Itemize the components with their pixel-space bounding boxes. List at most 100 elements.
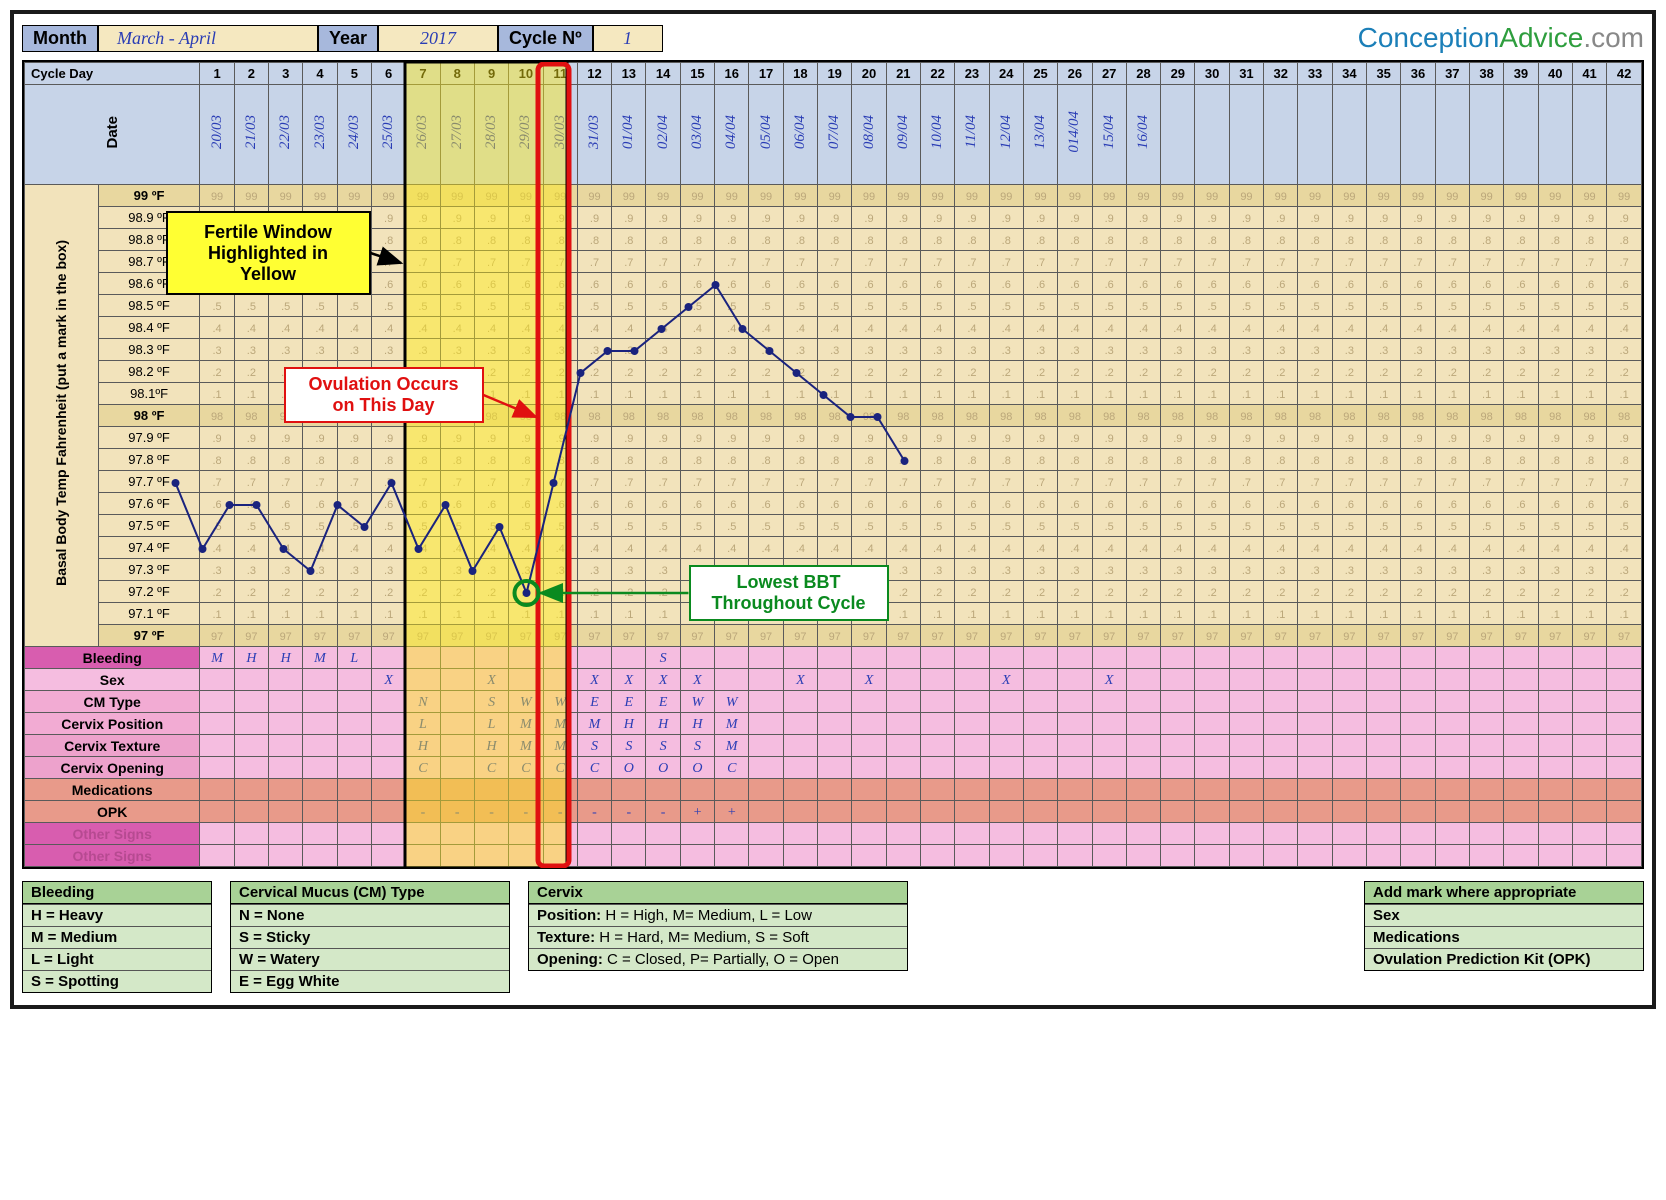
track-cell <box>886 735 920 757</box>
temp-cell: .4 <box>1607 317 1642 339</box>
temp-cell: .6 <box>818 273 852 295</box>
track-cell: S <box>474 691 508 713</box>
temp-cell: .8 <box>406 449 440 471</box>
track-cell <box>337 735 371 757</box>
temp-cell: .3 <box>440 339 474 361</box>
temp-cell: .4 <box>1058 317 1092 339</box>
temp-cell: .8 <box>234 449 268 471</box>
temp-cell: .9 <box>818 207 852 229</box>
temp-cell: .4 <box>1401 317 1435 339</box>
temp-cell: .3 <box>577 559 611 581</box>
temp-cell: .6 <box>1229 273 1263 295</box>
temp-cell: .4 <box>852 537 886 559</box>
temp-cell: .8 <box>200 449 234 471</box>
track-cell <box>1435 735 1469 757</box>
temp-cell: .9 <box>1092 427 1126 449</box>
temp-cell: .1 <box>1161 603 1195 625</box>
track-cell <box>234 713 268 735</box>
track-label: Sex <box>25 669 200 691</box>
temp-cell: .8 <box>612 229 646 251</box>
track-cell: M <box>200 647 234 669</box>
temp-cell: .5 <box>509 295 543 317</box>
temp-cell: 99 <box>1572 185 1606 207</box>
temp-cell: .8 <box>783 449 817 471</box>
temp-cell: .9 <box>1092 207 1126 229</box>
temp-cell: .5 <box>474 515 508 537</box>
temp-cell: .7 <box>577 251 611 273</box>
temp-cell: 99 <box>371 185 405 207</box>
temp-cell: .8 <box>749 449 783 471</box>
temp-row-label: 98 ºF <box>98 405 200 427</box>
temp-row-label: 98.1ºF <box>98 383 200 405</box>
temp-cell: .6 <box>234 493 268 515</box>
track-cell <box>509 845 543 867</box>
temp-cell: .7 <box>1298 471 1332 493</box>
track-cell <box>1092 757 1126 779</box>
temp-cell: .4 <box>1572 317 1606 339</box>
track-cell: W <box>715 691 749 713</box>
temp-cell: .8 <box>1332 229 1366 251</box>
temp-cell: .6 <box>234 273 268 295</box>
temp-cell: .5 <box>1538 515 1572 537</box>
track-cell <box>749 735 783 757</box>
temp-cell: .3 <box>715 559 749 581</box>
track-cell <box>1195 801 1229 823</box>
temp-cell: .7 <box>543 471 577 493</box>
temp-cell: .8 <box>1058 449 1092 471</box>
temp-cell: .5 <box>1126 295 1160 317</box>
track-cell: H <box>234 647 268 669</box>
temp-cell: .5 <box>989 515 1023 537</box>
temp-cell: 98 <box>406 405 440 427</box>
track-cell <box>1572 735 1606 757</box>
temp-cell: .1 <box>1607 603 1642 625</box>
temp-cell: .3 <box>234 559 268 581</box>
temp-cell: .6 <box>920 273 954 295</box>
track-cell <box>1161 669 1195 691</box>
date-cell: 13/04 <box>1023 85 1057 185</box>
track-cell <box>1504 691 1538 713</box>
temp-cell: 97 <box>1058 625 1092 647</box>
track-cell <box>303 735 337 757</box>
temp-cell: .3 <box>1298 559 1332 581</box>
temp-cell: .2 <box>1435 361 1469 383</box>
track-cell: W <box>680 691 714 713</box>
temp-row-label: 98.5 ºF <box>98 295 200 317</box>
temp-cell: .2 <box>1264 361 1298 383</box>
temp-cell: .5 <box>1504 295 1538 317</box>
track-cell <box>1367 647 1401 669</box>
track-cell <box>886 823 920 845</box>
temp-cell: 98 <box>612 405 646 427</box>
track-cell <box>1572 713 1606 735</box>
temp-cell: .5 <box>1229 515 1263 537</box>
temp-cell: .2 <box>303 361 337 383</box>
temp-cell: .6 <box>1401 493 1435 515</box>
temp-cell: .4 <box>1607 537 1642 559</box>
temp-cell: .4 <box>1504 537 1538 559</box>
temp-cell: .2 <box>1401 361 1435 383</box>
track-cell <box>818 691 852 713</box>
temp-cell: .9 <box>852 207 886 229</box>
temp-cell: .1 <box>852 383 886 405</box>
cycle-day-cell: 2 <box>234 63 268 85</box>
temp-cell: .9 <box>1572 427 1606 449</box>
temp-cell: .9 <box>1023 427 1057 449</box>
temp-cell: .4 <box>646 317 680 339</box>
temp-cell: .8 <box>1229 229 1263 251</box>
temp-cell: .8 <box>269 229 303 251</box>
temp-cell: .3 <box>1229 559 1263 581</box>
temp-cell: .2 <box>1401 581 1435 603</box>
temp-cell: 98 <box>371 405 405 427</box>
temp-cell: 99 <box>1538 185 1572 207</box>
track-cell <box>1469 735 1503 757</box>
temp-cell: .2 <box>818 581 852 603</box>
temp-cell: .2 <box>818 361 852 383</box>
temp-cell: .1 <box>886 383 920 405</box>
track-cell <box>1298 669 1332 691</box>
temp-cell: .7 <box>509 251 543 273</box>
temp-cell: .1 <box>1435 603 1469 625</box>
temp-cell: 99 <box>1092 185 1126 207</box>
temp-cell: 98 <box>1607 405 1642 427</box>
track-cell <box>818 757 852 779</box>
temp-cell: 98 <box>1572 405 1606 427</box>
temp-cell: .7 <box>1332 471 1366 493</box>
